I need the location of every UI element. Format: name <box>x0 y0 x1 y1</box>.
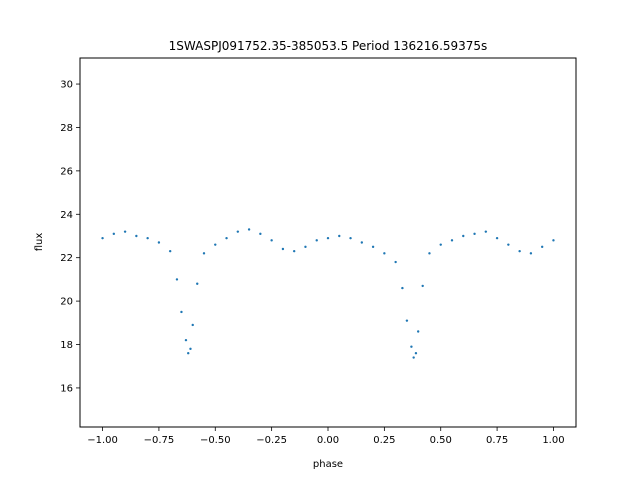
data-point <box>225 236 228 240</box>
data-point <box>175 278 179 281</box>
x-tick-label: 0.75 <box>486 435 508 446</box>
data-point <box>202 252 206 255</box>
data-point <box>187 352 190 355</box>
data-point <box>196 282 199 285</box>
data-point <box>507 243 510 246</box>
data-point <box>214 243 217 246</box>
data-point <box>540 245 544 249</box>
data-point <box>168 249 172 253</box>
plot-frame <box>79 57 577 428</box>
x-tick-label: −1.00 <box>87 435 118 446</box>
data-point <box>135 234 138 238</box>
data-point <box>360 241 364 244</box>
data-point <box>383 252 386 255</box>
y-tick-label: 30 <box>60 80 73 91</box>
data-point <box>270 239 273 242</box>
data-point <box>281 247 285 251</box>
x-axis-label: phase <box>313 459 343 470</box>
data-point <box>414 352 418 355</box>
chart-title: 1SWASPJ091752.35-385053.5 Period 136216.… <box>169 39 488 53</box>
data-point <box>259 232 262 236</box>
data-point <box>304 245 307 249</box>
y-tick-label: 26 <box>60 166 73 177</box>
data-point <box>184 338 188 342</box>
x-tick-label: −0.50 <box>200 435 231 446</box>
data-point <box>292 249 296 253</box>
data-point <box>146 236 149 240</box>
data-point <box>484 230 488 233</box>
data-point <box>338 234 341 238</box>
x-tick-label: 0.00 <box>317 435 339 446</box>
data-point <box>236 230 240 233</box>
data-point <box>349 236 352 240</box>
x-tick-label: 1.00 <box>542 435 564 446</box>
data-point <box>394 260 397 264</box>
data-point <box>123 230 127 233</box>
data-point <box>495 236 499 240</box>
data-point <box>326 236 330 240</box>
data-point <box>462 234 465 238</box>
data-point <box>416 330 420 333</box>
y-tick-label: 20 <box>60 297 73 308</box>
data-point <box>371 245 375 249</box>
data-point <box>315 239 318 242</box>
x-axis-ticks: −1.00 −0.75 −0.50 −0.25 0.00 0.25 0.50 0.75 1.00 <box>87 427 565 446</box>
x-tick-label: −0.75 <box>144 435 175 446</box>
data-point <box>412 356 415 359</box>
y-axis-ticks: 16 18 20 22 24 26 28 30 <box>60 80 80 394</box>
y-axis-label: flux <box>34 233 45 252</box>
data-point <box>450 239 454 242</box>
data-point <box>518 249 521 253</box>
data-point <box>405 319 409 322</box>
data-point <box>552 239 555 242</box>
data-point <box>191 323 194 327</box>
data-point <box>180 310 183 314</box>
data-point <box>529 252 533 255</box>
scatter-points <box>101 228 555 359</box>
data-point <box>401 286 404 290</box>
data-point <box>247 228 251 231</box>
x-tick-label: 0.25 <box>373 435 395 446</box>
y-tick-label: 18 <box>60 340 73 351</box>
y-tick-label: 24 <box>60 210 73 221</box>
data-point <box>189 347 192 351</box>
data-point <box>428 252 431 255</box>
data-point <box>410 345 413 348</box>
data-point <box>112 232 116 236</box>
data-point <box>157 241 161 244</box>
data-point <box>473 232 476 236</box>
data-point <box>439 243 442 246</box>
data-point <box>101 236 104 240</box>
y-tick-label: 28 <box>60 123 73 134</box>
y-tick-label: 16 <box>60 383 73 394</box>
data-point <box>421 284 424 288</box>
y-tick-label: 22 <box>60 253 73 264</box>
x-tick-label: 0.50 <box>430 435 452 446</box>
x-tick-label: −0.25 <box>256 435 287 446</box>
